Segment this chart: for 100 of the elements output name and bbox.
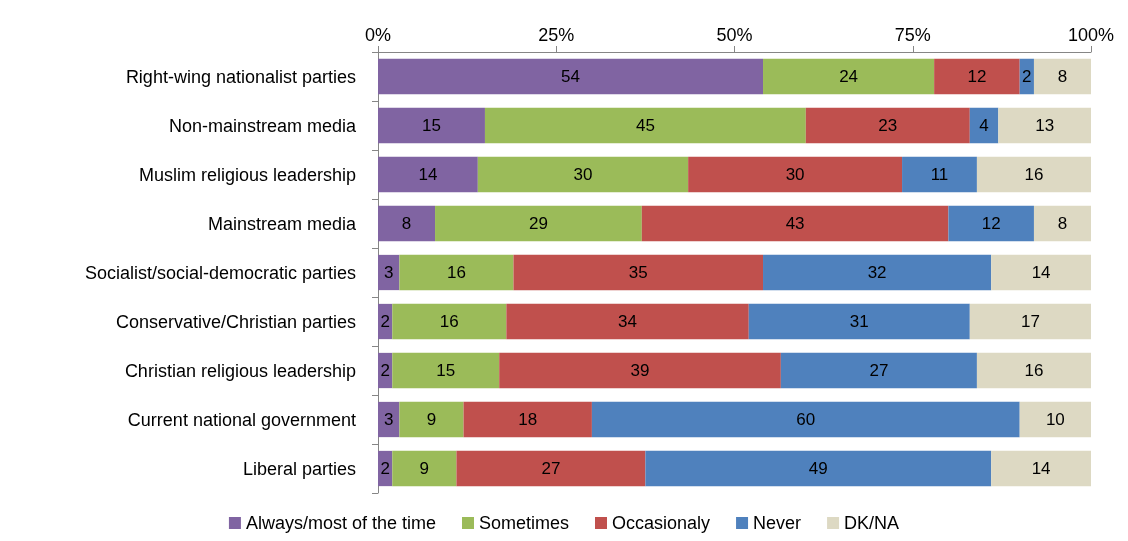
x-tick-label: 100% xyxy=(1067,25,1115,45)
data-label: 13 xyxy=(1035,116,1055,135)
bar xyxy=(969,303,1091,340)
data-label: 3 xyxy=(383,263,394,282)
data-label: 8 xyxy=(1057,214,1068,233)
legend-label: Sometimes xyxy=(478,513,570,533)
y-tick-label: Liberal parties xyxy=(242,458,356,479)
bar xyxy=(513,254,764,291)
legend-label: Always/most of the time xyxy=(245,513,436,533)
bar xyxy=(976,156,1091,193)
bar xyxy=(506,303,749,340)
bar xyxy=(1033,205,1091,242)
data-label: 54 xyxy=(561,67,580,86)
data-label: 12 xyxy=(981,214,1001,233)
y-tick-label: Socialist/social-democratic parties xyxy=(84,262,356,283)
data-label: 15 xyxy=(436,361,456,380)
data-label: 3 xyxy=(383,410,394,429)
data-label: 27 xyxy=(869,361,889,380)
bar xyxy=(392,352,500,389)
bar xyxy=(641,205,949,242)
y-tick-label: Christian religious leadership xyxy=(124,360,356,381)
data-label: 30 xyxy=(785,165,805,184)
legend-label: DK/NA xyxy=(844,513,900,533)
data-label: 8 xyxy=(401,214,412,233)
bar xyxy=(934,58,1020,95)
bar xyxy=(991,450,1091,487)
legend-label: Occasionaly xyxy=(612,513,711,533)
y-tick-label: Right-wing nationalist parties xyxy=(125,66,356,87)
data-label: 9 xyxy=(419,459,430,478)
bar xyxy=(463,401,592,438)
data-label: 17 xyxy=(1020,312,1040,331)
bar xyxy=(399,401,464,438)
bar xyxy=(991,254,1091,291)
bar xyxy=(477,156,689,193)
y-tick-label: Muslim religious leadership xyxy=(138,164,356,185)
bar xyxy=(902,156,977,193)
bar xyxy=(484,107,806,144)
data-label: 35 xyxy=(628,263,648,282)
data-label: 15 xyxy=(422,116,441,135)
bar xyxy=(378,156,478,193)
data-label: 14 xyxy=(418,165,438,184)
bar xyxy=(591,401,1020,438)
bar xyxy=(435,205,642,242)
bar xyxy=(392,303,507,340)
bar xyxy=(976,352,1091,389)
data-label: 32 xyxy=(867,263,887,282)
data-label: 4 xyxy=(979,116,989,135)
bar xyxy=(688,156,903,193)
data-label: 43 xyxy=(785,214,805,233)
data-label: 9 xyxy=(426,410,437,429)
bar xyxy=(378,205,436,242)
bar xyxy=(392,450,457,487)
legend-label: Never xyxy=(753,513,802,533)
bar xyxy=(456,450,646,487)
bar xyxy=(805,107,970,144)
data-label: 29 xyxy=(528,214,548,233)
bar xyxy=(780,352,977,389)
data-label: 24 xyxy=(839,67,859,86)
data-label: 60 xyxy=(796,410,816,429)
bar xyxy=(645,450,992,487)
bar xyxy=(399,254,514,291)
data-label: 30 xyxy=(573,165,593,184)
x-tick-label: 50% xyxy=(716,25,753,45)
x-tick-label: 75% xyxy=(894,25,931,45)
data-label: 14 xyxy=(1031,263,1051,282)
bar xyxy=(948,205,1034,242)
bar xyxy=(969,107,999,144)
data-label: 10 xyxy=(1045,410,1065,429)
data-label: 27 xyxy=(541,459,561,478)
bar xyxy=(763,58,935,95)
data-label: 39 xyxy=(630,361,650,380)
bar xyxy=(763,254,992,291)
bar xyxy=(378,107,485,144)
bar xyxy=(998,107,1091,144)
data-label: 16 xyxy=(1024,165,1044,184)
data-label: 2 xyxy=(1022,67,1032,86)
data-label: 49 xyxy=(808,459,828,478)
data-label: 8 xyxy=(1057,67,1068,86)
data-label: 16 xyxy=(1024,361,1044,380)
data-label: 2 xyxy=(380,312,390,331)
data-label: 11 xyxy=(930,165,949,184)
data-label: 31 xyxy=(849,312,869,331)
y-tick-label: Mainstream media xyxy=(207,213,357,234)
data-label: 16 xyxy=(439,312,459,331)
y-tick-label: Non-mainstream media xyxy=(168,115,357,136)
bar xyxy=(1019,401,1091,438)
data-label: 2 xyxy=(380,361,390,380)
data-label: 2 xyxy=(380,459,390,478)
data-label: 45 xyxy=(635,116,655,135)
data-label: 18 xyxy=(518,410,538,429)
y-tick-label: Conservative/Christian parties xyxy=(115,311,356,332)
x-tick-label: 25% xyxy=(538,25,575,45)
data-label: 23 xyxy=(878,116,898,135)
bar xyxy=(499,352,781,389)
data-label: 14 xyxy=(1031,459,1051,478)
y-tick-label: Current national government xyxy=(127,409,356,430)
bar xyxy=(748,303,970,340)
bar xyxy=(1033,58,1091,95)
data-label: 12 xyxy=(967,67,987,86)
bar xyxy=(378,58,764,95)
